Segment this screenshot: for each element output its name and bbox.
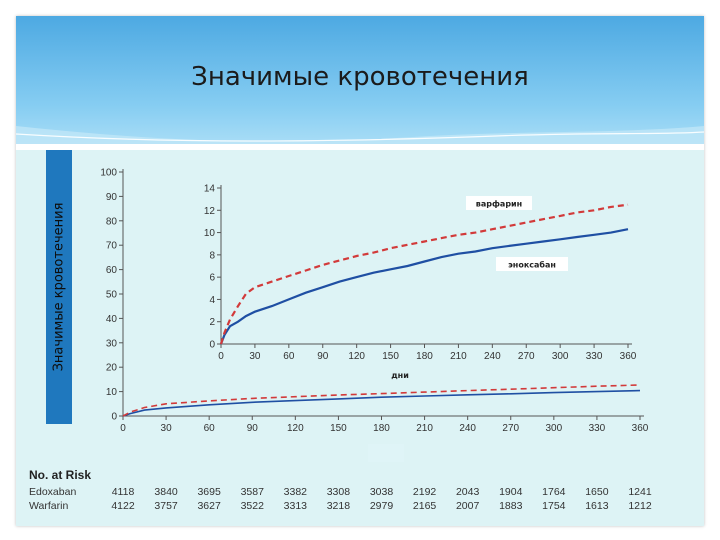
main-y-tick-label: 100 (100, 168, 117, 179)
main-series-edoxaban-line (122, 389, 641, 417)
inset-x-tick-label: 180 (416, 351, 433, 362)
main-y-tick-label: 30 (106, 338, 118, 349)
risk-cell: 3840 (154, 486, 178, 498)
risk-cell: 2979 (369, 500, 394, 512)
main-x-tick-label: 60 (204, 423, 216, 434)
slide-header: Значимые кровотечения (16, 16, 704, 144)
risk-cell: 3218 (326, 500, 351, 512)
risk-cell: 3382 (283, 486, 307, 498)
risk-cell: 2007 (455, 500, 480, 512)
risk-cell: 1212 (628, 500, 652, 512)
main-x-tick-label: 90 (247, 423, 259, 434)
y-axis-label-box (46, 150, 72, 424)
inset-x-tick-label: 30 (249, 351, 261, 362)
risk-cell: 3757 (154, 500, 178, 512)
inset-axes: 0 2 4 6 8 10 12 14 0 30 60 90 120 150 180 210 240 270 300 3… (204, 184, 637, 363)
main-y-tick-label: 10 (106, 387, 118, 398)
risk-cell: 1764 (542, 486, 566, 498)
chart-panel (16, 150, 704, 526)
inset-y-tick-label: 2 (209, 317, 215, 328)
risk-row-label: Warfarin (29, 500, 69, 512)
inset-x-tick-label: 0 (218, 351, 224, 362)
header-decoration (16, 126, 704, 144)
main-x-tick-label: 120 (287, 423, 304, 434)
risk-cell: 4118 (111, 486, 135, 498)
inset-x-tick-label: 120 (348, 351, 365, 362)
inset-x-tick-label: 60 (283, 351, 295, 362)
risk-row-label: Edoxaban (29, 486, 77, 498)
risk-cell: 1650 (585, 486, 609, 498)
main-y-tick-label: 70 (106, 241, 118, 252)
inset-x-axis-label: дни (391, 371, 409, 380)
risk-cell: 1754 (542, 500, 566, 512)
risk-cell: 1883 (499, 500, 523, 512)
edoxaban-tag-box (496, 257, 568, 271)
inset-x-tick-label: 300 (552, 351, 569, 362)
risk-cell: 3627 (197, 500, 221, 512)
main-y-tick-label: 60 (106, 265, 118, 276)
inset-labels: дни варфарин эноксабан (391, 196, 568, 380)
inset-series-edoxaban-line (219, 228, 629, 345)
inset-x-tick-label: 360 (620, 351, 637, 362)
risk-table-title: No. at Risk (29, 468, 92, 482)
risk-cell: 3587 (240, 486, 264, 498)
risk-cell: 4122 (111, 500, 135, 512)
inset-series (219, 203, 629, 345)
main-x-tick-label: 180 (373, 423, 390, 434)
risk-cell: 3038 (369, 486, 394, 498)
inset-y-tick-label: 0 (209, 340, 215, 351)
main-x-tick-label: 330 (589, 423, 606, 434)
main-series (122, 384, 641, 417)
inset-x-tick-label: 270 (518, 351, 535, 362)
risk-cell: 1613 (585, 500, 609, 512)
inset-x-tick-label: 330 (586, 351, 603, 362)
main-y-tick-label: 40 (106, 314, 118, 325)
main-x-tick-label: 240 (459, 423, 476, 434)
main-y-tick-label: 20 (106, 363, 118, 374)
risk-cell: 2043 (455, 486, 480, 498)
risk-cell: 1241 (628, 486, 652, 498)
main-series-warfarin-line (122, 384, 641, 417)
main-y-tick-label: 90 (106, 192, 118, 203)
risk-row-edoxaban: Edoxaban 4118 3840 3695 3587 3382 3308 3038 2192… (29, 486, 669, 500)
main-y-tick-label: 80 (106, 216, 118, 227)
warfarin-tag: варфарин (476, 200, 522, 209)
inset-y-tick-label: 4 (209, 295, 215, 306)
main-x-tick-label: 300 (545, 423, 562, 434)
risk-cell: 3313 (283, 500, 307, 512)
inset-series-warfarin-line (219, 203, 629, 345)
slide-title: Значимые кровотечения (191, 62, 529, 92)
main-x-tick-label: 150 (330, 423, 347, 434)
main-x-tick-label: 360 (632, 423, 649, 434)
edoxaban-tag: эноксабан (508, 260, 556, 270)
risk-row-warfarin: Warfarin 4122 3757 3627 3522 3313 3218 2979 2165… (29, 500, 669, 514)
inset-y-tick-label: 8 (209, 250, 215, 261)
risk-cell: 3522 (240, 500, 264, 512)
blank-box (368, 444, 404, 462)
inset-x-tick-label: 150 (382, 351, 399, 362)
risk-cell: 2192 (412, 486, 437, 498)
main-y-tick-label: 50 (106, 290, 118, 301)
main-x-tick-label: 0 (120, 423, 126, 434)
risk-cell: 3695 (197, 486, 221, 498)
inset-x-tick-label: 240 (484, 351, 501, 362)
inset-x-tick-label: 90 (317, 351, 329, 362)
inset-y-tick-label: 12 (204, 206, 216, 217)
main-x-tick-label: 30 (161, 423, 173, 434)
main-y-tick-label: 0 (111, 412, 117, 423)
risk-cell: 1904 (499, 486, 523, 498)
inset-y-tick-label: 10 (204, 228, 216, 239)
slide: Значимые кровотечения (16, 16, 704, 526)
inset-y-tick-label: 14 (204, 184, 216, 195)
main-x-tick-label: 210 (416, 423, 433, 434)
warfarin-tag-box (466, 196, 532, 210)
inset-x-tick-label: 210 (450, 351, 467, 362)
inset-y-tick-label: 6 (209, 273, 215, 284)
main-x-tick-label: 270 (502, 423, 519, 434)
risk-cell: 2165 (412, 500, 437, 512)
risk-cell: 3308 (326, 486, 351, 498)
